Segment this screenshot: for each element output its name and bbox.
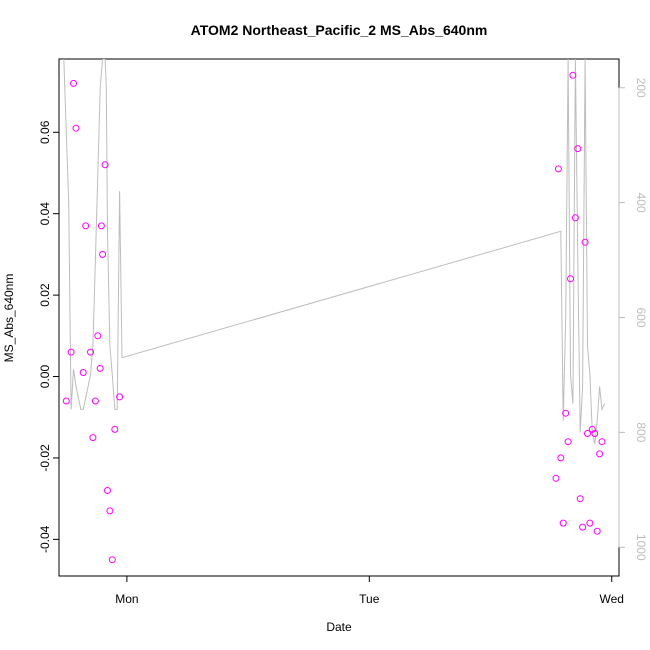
- data-point: [101, 161, 109, 169]
- chart-title: ATOM2 Northeast_Pacific_2 MS_Abs_640nm: [191, 22, 488, 38]
- y-axis-label: MS_Abs_640nm: [2, 274, 16, 363]
- y-tick-label: 0.02: [38, 283, 52, 307]
- y-right-tick-label: 600: [634, 307, 648, 327]
- data-point: [111, 425, 119, 433]
- data-point: [116, 393, 124, 401]
- y-tick-label: -0.04: [38, 525, 52, 553]
- x-tick-label: Tue: [359, 592, 380, 606]
- data-point: [571, 214, 579, 222]
- data-point: [94, 332, 102, 340]
- data-point: [89, 434, 97, 442]
- data-point: [579, 523, 587, 531]
- y-tick-label: 0.04: [38, 202, 52, 226]
- depth-line: [63, 59, 605, 445]
- x-tick-label: Mon: [115, 592, 138, 606]
- y-right-tick-label: 800: [634, 422, 648, 442]
- y-right-tick-label: 200: [634, 78, 648, 98]
- data-point: [106, 507, 114, 515]
- data-point: [96, 364, 104, 372]
- data-point: [557, 454, 565, 462]
- data-point: [72, 124, 80, 132]
- data-point: [554, 165, 562, 173]
- x-tick-label: Wed: [599, 592, 623, 606]
- data-point: [104, 487, 111, 494]
- data-point: [62, 397, 70, 405]
- data-point: [591, 430, 599, 437]
- data-point: [576, 495, 584, 503]
- data-point: [99, 250, 107, 258]
- y-right-tick-label: 400: [634, 193, 648, 213]
- data-marks: [62, 59, 606, 564]
- data-point: [91, 397, 99, 405]
- data-point: [87, 348, 94, 356]
- data-point: [82, 222, 90, 230]
- data-point: [97, 222, 105, 230]
- data-point: [70, 79, 77, 87]
- x-axis-label: Date: [326, 620, 352, 634]
- data-point: [567, 275, 574, 283]
- data-point: [598, 438, 606, 446]
- y-tick-label: 0.00: [38, 365, 52, 389]
- y-axis: -0.04 -0.02 0.00 0.02 0.04 0.06: [38, 120, 60, 553]
- data-point: [79, 369, 87, 376]
- data-point: [596, 450, 604, 458]
- y-axis-right: 200 400 600 800 1000: [618, 78, 648, 561]
- data-point: [593, 527, 601, 535]
- data-point: [552, 474, 560, 482]
- data-point: [67, 348, 75, 356]
- data-point: [584, 430, 591, 437]
- data-point: [562, 409, 570, 417]
- y-right-tick-label: 1000: [634, 534, 648, 561]
- data-point: [586, 519, 594, 527]
- data-point: [569, 71, 577, 79]
- data-point: [574, 145, 582, 153]
- data-point: [559, 519, 567, 527]
- data-point: [108, 556, 116, 564]
- data-point: [581, 238, 589, 246]
- plot-frame: [58, 58, 620, 577]
- x-axis: Mon Tue Wed: [115, 575, 624, 606]
- data-point: [564, 438, 572, 446]
- y-tick-label: -0.02: [38, 444, 52, 472]
- y-tick-label: 0.06: [38, 120, 52, 144]
